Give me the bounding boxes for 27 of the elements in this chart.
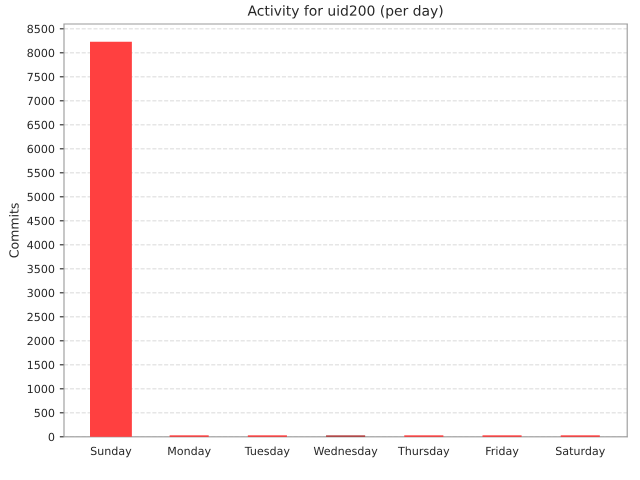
- y-tick-label: 3500: [28, 264, 54, 274]
- x-tick-label: Saturday: [556, 446, 605, 458]
- y-tick-label: 1500: [28, 360, 54, 370]
- y-tick-label: 4500: [27, 216, 54, 226]
- x-tick-label: Sunday: [90, 446, 132, 458]
- y-tick-label: 500: [34, 408, 54, 418]
- y-tick-label: 1000: [28, 384, 54, 394]
- y-axis-title: Commits: [9, 203, 19, 258]
- x-tick-label: Friday: [486, 446, 519, 458]
- y-tick-label: 8500: [27, 24, 54, 34]
- x-tick-label: Monday: [168, 446, 211, 458]
- y-tick-label: 0: [48, 432, 54, 442]
- chart-title: Activity for uid200 (per day): [248, 5, 442, 19]
- y-tick-label: 7500: [28, 72, 54, 82]
- y-tick-label: 7000: [28, 96, 54, 106]
- x-tick-label: Wednesday: [314, 446, 378, 458]
- y-tick-label: 5500: [28, 168, 54, 178]
- y-tick-label: 5000: [28, 192, 54, 202]
- y-tick-label: 3000: [28, 288, 54, 298]
- y-tick-label: 6500: [27, 120, 54, 130]
- x-tick-label: Tuesday: [244, 446, 290, 458]
- y-tick-label: 6000: [27, 144, 54, 154]
- y-tick-label: 8000: [27, 48, 54, 58]
- y-tick-label: 4000: [27, 240, 54, 250]
- y-tick-label: 2000: [28, 336, 54, 346]
- x-tick-label: Thursday: [398, 446, 450, 458]
- y-tick-label: 2500: [28, 312, 54, 322]
